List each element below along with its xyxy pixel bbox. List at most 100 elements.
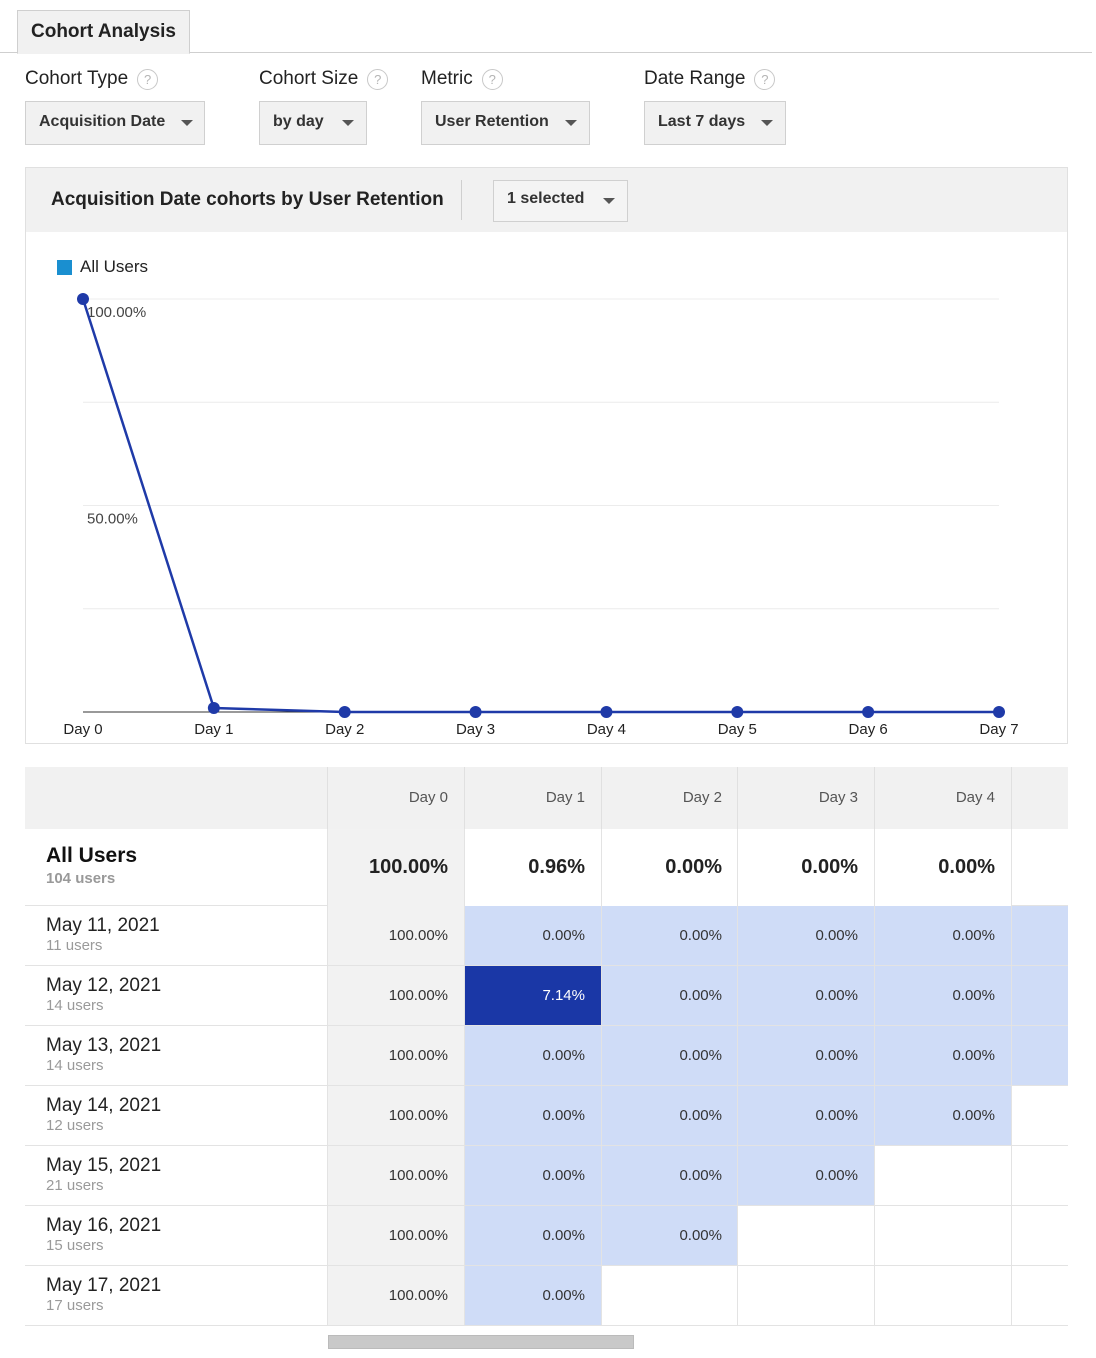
metric-label: Metric ? <box>421 68 503 90</box>
chart-panel-title: Acquisition Date cohorts by User Retenti… <box>51 189 444 210</box>
retention-cell[interactable] <box>874 1266 1011 1325</box>
retention-cell[interactable]: 0.00% <box>601 1026 738 1085</box>
cohort-type-label-text: Cohort Type <box>25 68 129 89</box>
retention-cell[interactable]: 100.00% <box>327 1206 464 1265</box>
metric-label-text: Metric <box>421 68 473 89</box>
retention-cell[interactable]: 100.00% <box>327 1266 464 1325</box>
retention-cell-overflow <box>1011 1206 1068 1265</box>
cohort-type-dropdown[interactable]: Acquisition Date <box>25 101 205 145</box>
x-tick-label: Day 1 <box>194 721 233 738</box>
retention-cell[interactable]: 0.00% <box>601 1086 738 1145</box>
cohort-date: May 16, 2021 <box>46 1215 162 1236</box>
x-tick-label: Day 4 <box>587 721 626 738</box>
column-header[interactable]: Day 2 <box>601 767 738 829</box>
data-point <box>338 706 351 718</box>
retention-cell[interactable] <box>874 1206 1011 1265</box>
x-tick-label: Day 5 <box>718 721 757 738</box>
legend-swatch <box>57 259 72 275</box>
retention-line-chart: 100.00% 50.00% Day 0 Day 1 Day 2 Day 3 Day 4 Da… <box>63 293 1019 738</box>
cohort-user-count: 12 users <box>46 1117 104 1134</box>
cohort-user-count: 14 users <box>46 1057 104 1074</box>
data-point <box>207 702 220 715</box>
help-icon[interactable]: ? <box>137 68 159 90</box>
retention-cell[interactable]: 0.00% <box>737 1026 874 1085</box>
column-header[interactable]: Day 3 <box>737 767 874 829</box>
retention-cell[interactable]: 0.00% <box>464 1026 601 1085</box>
retention-cell[interactable]: 0.00% <box>737 1146 874 1205</box>
row-label: May 11, 2021 11 users <box>25 906 327 966</box>
retention-cell[interactable] <box>737 1206 874 1265</box>
retention-cell[interactable]: 0.00% <box>874 966 1011 1025</box>
retention-cell[interactable]: 100.00% <box>327 1146 464 1205</box>
retention-cell[interactable]: 100.00% <box>327 1086 464 1145</box>
retention-cell[interactable]: 100.00% <box>327 1026 464 1085</box>
column-header[interactable]: Day 0 <box>327 767 464 829</box>
retention-cell[interactable]: 0.00% <box>464 1146 601 1205</box>
retention-cell[interactable]: 0.00% <box>464 906 601 965</box>
retention-cell[interactable]: 0.00% <box>737 906 874 965</box>
x-tick-label: Day 6 <box>849 721 888 738</box>
retention-cell[interactable]: 0.00% <box>874 906 1011 965</box>
cohort-size-dropdown[interactable]: by day <box>259 101 367 145</box>
date-range-dropdown[interactable]: Last 7 days <box>644 101 786 145</box>
retention-cell[interactable]: 100.00% <box>327 906 464 965</box>
cohort-user-count: 14 users <box>46 997 104 1014</box>
data-point <box>469 706 482 718</box>
tab-cohort-analysis[interactable]: Cohort Analysis <box>17 10 190 54</box>
metric-dropdown[interactable]: User Retention <box>421 101 590 145</box>
y-tick-label: 50.00% <box>87 511 138 528</box>
date-range-label-text: Date Range <box>644 68 746 89</box>
help-icon[interactable]: ? <box>367 68 389 90</box>
date-range-value: Last 7 days <box>658 113 746 130</box>
x-tick-label: Day 2 <box>325 721 364 738</box>
summary-overflow-cell <box>1011 829 1068 906</box>
retention-cell[interactable]: 0.00% <box>874 1026 1011 1085</box>
retention-cell[interactable]: 0.00% <box>601 906 738 965</box>
cohort-date: May 14, 2021 <box>46 1095 162 1116</box>
data-point <box>993 706 1005 718</box>
horizontal-scrollbar[interactable] <box>328 1335 634 1349</box>
chart-legend[interactable]: All Users <box>57 257 148 277</box>
table-header: Day 0 Day 1 Day 2 Day 3 Day 4 <box>25 767 1068 829</box>
retention-cell-overflow <box>1011 906 1068 965</box>
retention-cell[interactable]: 0.00% <box>601 966 738 1025</box>
retention-cell[interactable]: 7.14% <box>464 966 601 1025</box>
cohort-user-count: 21 users <box>46 1177 104 1194</box>
cohort-type-label: Cohort Type ? <box>25 68 159 90</box>
retention-cell[interactable]: 0.00% <box>464 1086 601 1145</box>
help-icon[interactable]: ? <box>754 68 776 90</box>
retention-cell[interactable] <box>874 1146 1011 1205</box>
retention-cell[interactable] <box>601 1266 738 1325</box>
table-row: May 12, 2021 14 users 100.00% 7.14% 0.00% 0.0… <box>25 966 1068 1026</box>
data-point <box>77 293 89 305</box>
retention-cell[interactable]: 0.00% <box>464 1266 601 1325</box>
chevron-down-icon <box>181 120 193 126</box>
retention-cell[interactable]: 100.00% <box>327 966 464 1025</box>
table-row: May 14, 2021 12 users 100.00% 0.00% 0.00% 0.0… <box>25 1086 1068 1146</box>
retention-cell[interactable]: 0.00% <box>874 1086 1011 1145</box>
retention-cell[interactable] <box>737 1266 874 1325</box>
retention-cell-overflow <box>1011 1026 1068 1085</box>
retention-cell[interactable]: 0.00% <box>601 1206 738 1265</box>
help-icon[interactable]: ? <box>481 68 503 90</box>
cohort-user-count: 11 users <box>46 937 103 954</box>
metric-value: User Retention <box>435 113 549 130</box>
header-divider <box>461 180 462 220</box>
column-header[interactable]: Day 1 <box>464 767 601 829</box>
cohort-user-count: 17 users <box>46 1297 104 1314</box>
x-tick-label: Day 3 <box>456 721 495 738</box>
summary-user-count: 104 users <box>46 870 116 887</box>
retention-cell[interactable]: 0.00% <box>464 1206 601 1265</box>
cohort-selector-dropdown[interactable]: 1 selected <box>493 180 628 222</box>
legend-label: All Users <box>80 257 149 276</box>
retention-cell-overflow <box>1011 966 1068 1025</box>
retention-cell[interactable]: 0.00% <box>737 1086 874 1145</box>
cohort-date: May 17, 2021 <box>46 1275 162 1296</box>
column-header[interactable]: Day 4 <box>874 767 1011 829</box>
retention-cell[interactable]: 0.00% <box>737 966 874 1025</box>
cohort-date: May 11, 2021 <box>46 915 160 936</box>
series-line-all-users <box>81 298 999 714</box>
row-label: May 12, 2021 14 users <box>25 966 327 1026</box>
chevron-down-icon <box>761 120 773 126</box>
retention-cell[interactable]: 0.00% <box>601 1146 738 1205</box>
